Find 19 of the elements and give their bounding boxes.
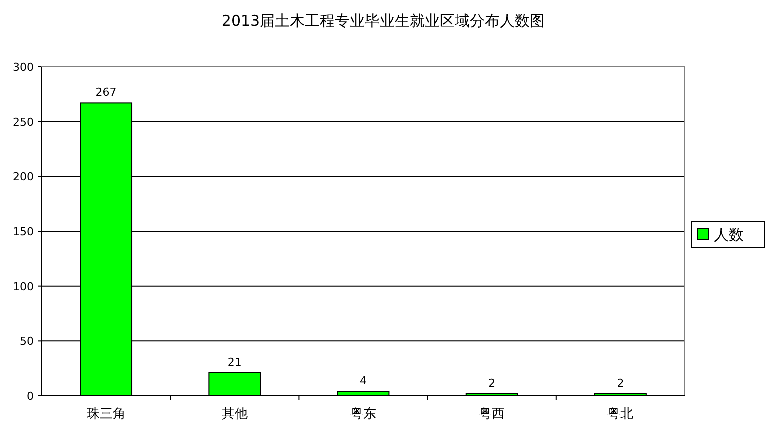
chart-title: 2013届土木工程专业毕业生就业区域分布人数图 (222, 12, 546, 30)
y-tick-label: 300 (13, 61, 34, 74)
data-label: 2 (617, 376, 624, 390)
y-tick-label: 150 (13, 226, 34, 238)
y-tick-label: 200 (13, 170, 34, 184)
x-tick-label: 粤东 (350, 407, 376, 422)
x-tick-label: 其他 (222, 407, 248, 422)
x-tick-label: 粤西 (479, 407, 506, 422)
y-tick-label: 100 (13, 280, 34, 294)
legend-label: 人数 (714, 226, 744, 244)
y-tick-label: 50 (20, 335, 34, 348)
data-label: 4 (360, 374, 367, 388)
y-tick-label: 0 (27, 390, 34, 403)
data-label: 21 (228, 356, 242, 369)
data-label: 267 (96, 86, 117, 100)
x-tick-label: 粤北 (608, 407, 634, 422)
data-label: 2 (488, 376, 496, 390)
x-tick-label: 珠三角 (86, 407, 126, 422)
y-tick-label: 250 (13, 116, 34, 129)
